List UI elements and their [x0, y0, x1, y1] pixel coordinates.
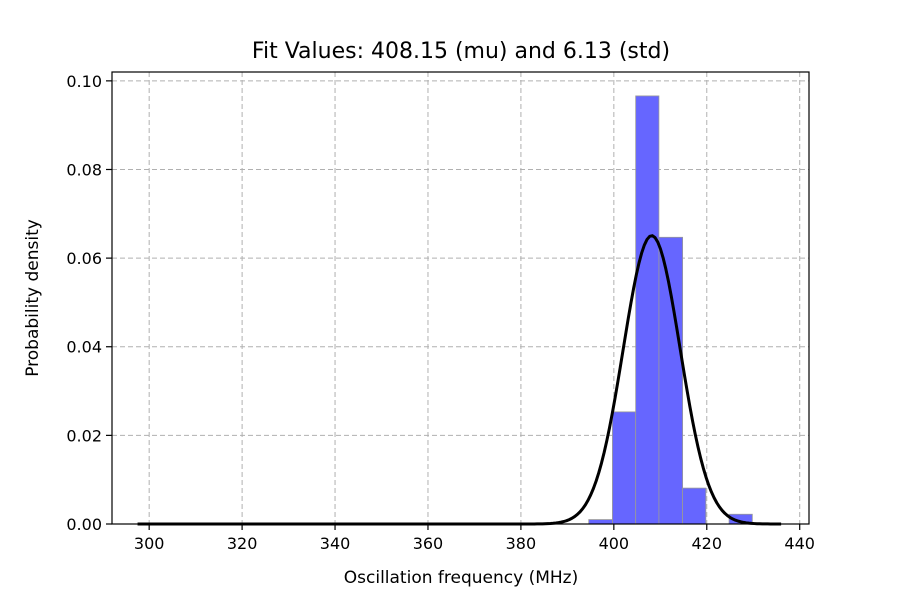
- x-tick-label: 360: [413, 534, 444, 553]
- x-tick-label: 440: [784, 534, 815, 553]
- x-tick-label: 320: [227, 534, 258, 553]
- y-tick-label: 0.06: [66, 249, 102, 268]
- grid-lines: [112, 72, 809, 525]
- axis-ticks: 300 320 340 360 380 400 420 440 0.00 0.02 0.04 0.06…: [66, 72, 815, 553]
- x-tick-label: 300: [134, 534, 165, 553]
- histogram-bar: [682, 487, 707, 525]
- x-tick-label: 340: [320, 534, 351, 553]
- x-tick-label: 400: [599, 534, 630, 553]
- y-tick-label: 0.08: [66, 160, 102, 179]
- y-tick-label: 0.04: [66, 338, 102, 357]
- histogram-bar: [658, 236, 684, 525]
- x-tick-label: 380: [506, 534, 537, 553]
- y-tick-label: 0.10: [66, 72, 102, 91]
- fit-curve-line: [137, 234, 782, 526]
- y-tick-label: 0.00: [66, 515, 102, 534]
- x-tick-label: 420: [691, 534, 722, 553]
- chart-title: Fit Values: 408.15 (mu) and 6.13 (std): [252, 39, 670, 64]
- histogram-bar: [612, 411, 637, 525]
- y-tick-label: 0.02: [66, 426, 102, 445]
- y-axis-label: Probability density: [23, 219, 43, 377]
- plot-frame: [111, 71, 810, 525]
- histogram-bar: [588, 519, 613, 525]
- histogram-bars: [588, 95, 753, 525]
- histogram-bar: [635, 95, 660, 525]
- fit-curve-layer: [137, 234, 782, 526]
- x-axis-label: Oscillation frequency (MHz): [344, 568, 578, 588]
